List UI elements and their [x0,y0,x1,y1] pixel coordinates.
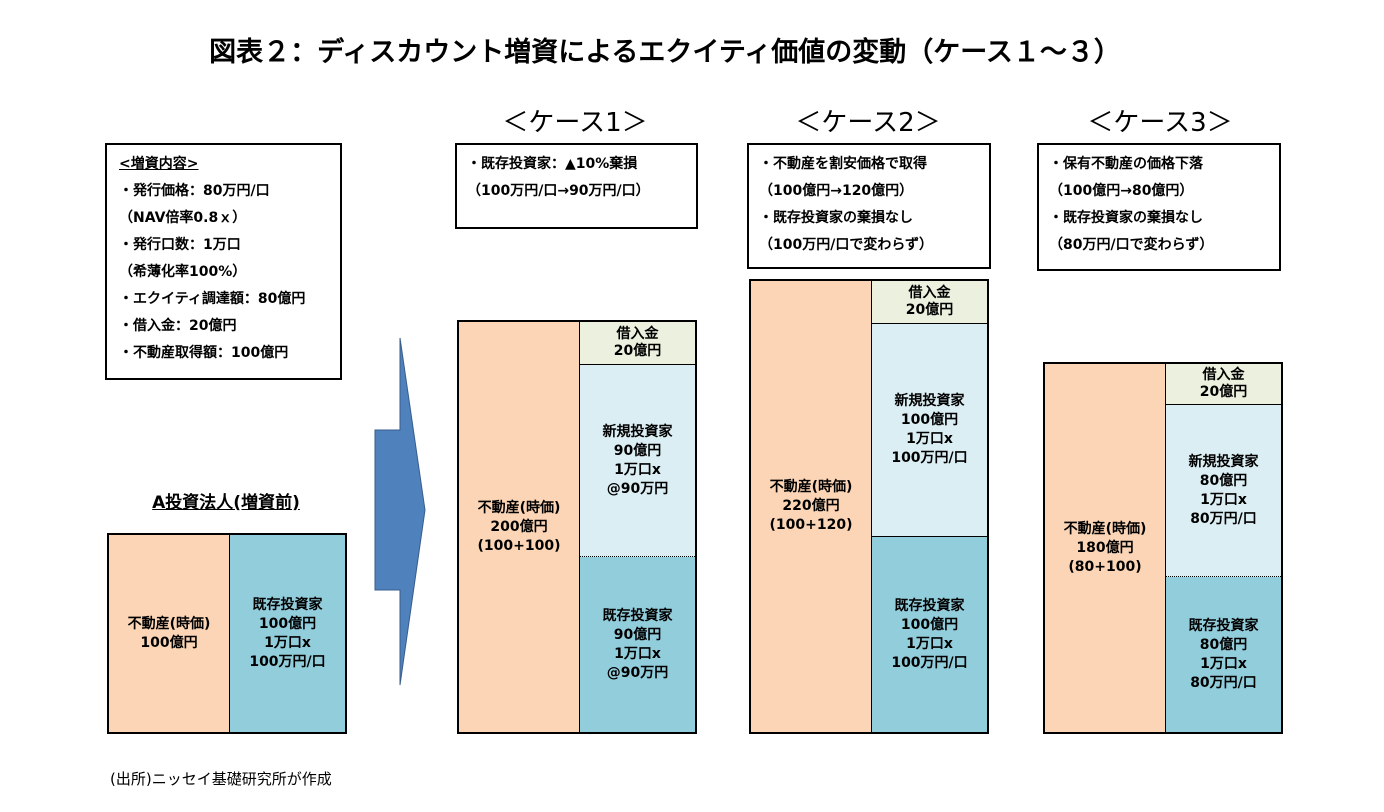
text-line: 100万円/口 [891,654,968,671]
text-line: 1万口x [264,634,311,651]
text-line: ・不動産を割安価格で取得 [759,156,927,172]
text-line: ・既存投資家：▲10%棄損 [467,156,638,172]
text-line: 20億円 [905,302,954,318]
new-investor-block: 新規投資家 80億円 1万口x 80万円/口 [1166,405,1281,577]
existing-block: 既存投資家 100億円 1万口x 100万円/口 [230,535,345,732]
text-line: 100億円 [900,412,959,428]
text-line: 既存投資家 [252,596,323,613]
case-heading: ＜ケース2＞ [795,108,941,138]
text-line: @90万円 [606,480,669,497]
text-line: 1万口x [1200,655,1247,672]
text-line: 220億円 [782,498,840,514]
text-line: 100億円 [140,634,198,651]
before-stack: 不動産(時価) 100億円 既存投資家 100億円 1万口x 100万円/口 [107,533,347,734]
case-heading: ＜ケース3＞ [1087,108,1233,138]
text-line: （100万円/口→90万円/口） [467,183,650,199]
liability-column: 借入金 20億円新規投資家 80億円 1万口x 80万円/口 既存投資家 80億円 1万口x 8… [1166,364,1281,732]
text-line: 80億円 [1199,636,1248,653]
text-line: (100+120) [769,517,853,533]
text-line: （100万円/口で変わらず） [759,237,934,253]
text-line: ・発行口数：1万口 [119,237,241,253]
text-line: 1万口x [614,461,661,478]
text-line: 80万円/口 [1190,510,1257,527]
text-line: 100億円 [258,615,317,632]
liability-column: 借入金 20億円新規投資家 100億円 1万口x 100万円/口 既存投資家 100億円 1万… [872,281,987,732]
text-line: 90億円 [613,626,662,643]
case-notes: ・不動産を割安価格で取得 （100億円→120億円） ・既存投資家の棄損なし （100… [747,143,991,269]
case-stack: 不動産(時価) 200億円 (100+100) 借入金 20億円新規投資家 90億円 1万口… [457,320,697,734]
text-line: （NAV倍率0.8ｘ） [119,210,247,226]
text-line: 不動産(時価) [769,479,853,495]
text-line: ・既存投資家の棄損なし [759,210,913,226]
text-line: ・エクイティ調達額：80億円 [119,291,306,307]
text-line: 不動産(時価) [1063,520,1147,537]
text-line: （80万円/口で変わらず） [1049,237,1214,253]
text-line: 100万円/口 [891,450,968,466]
text-line: 借入金 [616,326,659,342]
text-line: 80万円/口 [1190,674,1257,691]
text-line: 新規投資家 [894,393,965,409]
loan-block: 借入金 20億円 [1166,364,1281,405]
text-line: 1万口x [614,645,661,662]
asset-block: 不動産(時価) 220億円 (100+120) [751,281,872,732]
text-line: (100+100) [477,537,561,554]
text-line: 既存投資家 [894,597,965,614]
text-line: (80+100) [1068,558,1142,575]
existing-block: 既存投資家 100億円 1万口x 100万円/口 [872,537,987,732]
text-line: 借入金 [1202,367,1245,383]
text-line: 新規投資家 [1188,453,1259,470]
text-line: ・既存投資家の棄損なし [1049,210,1203,226]
loan-block: 借入金 20億円 [872,281,987,324]
loan-block: 借入金 20億円 [580,322,695,365]
title: 図表２：ディスカウント増資によるエクイティ価値の変動（ケース１～３） [209,37,1121,68]
text-line: 1万口x [1200,491,1247,508]
text-line: ・借入金：20億円 [119,318,237,334]
existing-block: 既存投資家 80億円 1万口x 80万円/口 [1166,577,1281,732]
case-stack: 不動産(時価) 180億円 (80+100) 借入金 20億円新規投資家 80億円 1万口x… [1043,362,1283,734]
before-label: A投資法人(増資前) [152,493,300,513]
text-line: 100億円 [900,616,959,633]
text-line: 1万口x [906,431,953,447]
text-line: 80億円 [1199,472,1248,489]
text-line: （希薄化率100%） [119,264,247,280]
text-line: 不動産(時価) [127,615,211,632]
text-line: 100万円/口 [249,653,326,670]
text-line: 既存投資家 [1188,617,1259,634]
new-investor-block: 新規投資家 90億円 1万口x @90万円 [580,365,695,557]
text-line: （100億円→80億円） [1049,183,1194,199]
text-line: ・発行価格：80万円/口 [119,183,270,199]
text-line: 20億円 [1199,384,1248,400]
text-line: 既存投資家 [602,607,673,624]
case-notes: ・保有不動産の価格下落 （100億円→80億円） ・既存投資家の棄損なし （80万円/… [1037,143,1281,271]
text-line: 20億円 [613,343,662,359]
asset-block: 不動産(時価) 180億円 (80+100) [1045,364,1166,732]
text-line: 200億円 [490,518,548,535]
text-line: 借入金 [908,285,951,301]
asset-block: 不動産(時価) 100億円 [109,535,230,732]
text-line: 90億円 [613,442,662,459]
existing-block: 既存投資家 90億円 1万口x @90万円 [580,557,695,732]
text-line: @90万円 [606,664,669,681]
liability-column: 借入金 20億円 新規投資家 90億円 1万口x @90万円 既存投資家 90億円 1万口x @9… [580,322,695,732]
case-heading: ＜ケース1＞ [502,108,648,138]
text-line: 新規投資家 [602,423,673,440]
text-line: （100億円→120億円） [759,183,914,199]
asset-block: 不動産(時価) 200億円 (100+100) [459,322,580,732]
text-line: 1万口x [906,635,953,652]
conditions-heading: <増資内容> [119,156,199,172]
conditions-box: <増資内容> ・発行価格：80万円/口 （NAV倍率0.8ｘ） ・発行口数：1万口 （希… [105,143,342,380]
arrow [374,337,426,686]
new-investor-block: 新規投資家 100億円 1万口x 100万円/口 [872,324,987,537]
case-notes: ・既存投資家：▲10%棄損 （100万円/口→90万円/口） [455,143,698,229]
source: (出所)ニッセイ基礎研究所が作成 [110,770,332,788]
text-line: ・不動産取得額：100億円 [119,345,289,361]
text-line: 180億円 [1076,539,1134,556]
case-stack: 不動産(時価) 220億円 (100+120) 借入金 20億円新規投資家 100億円 1万… [749,279,989,734]
text-line: 不動産(時価) [477,499,561,516]
text-line: ・保有不動産の価格下落 [1049,156,1203,172]
